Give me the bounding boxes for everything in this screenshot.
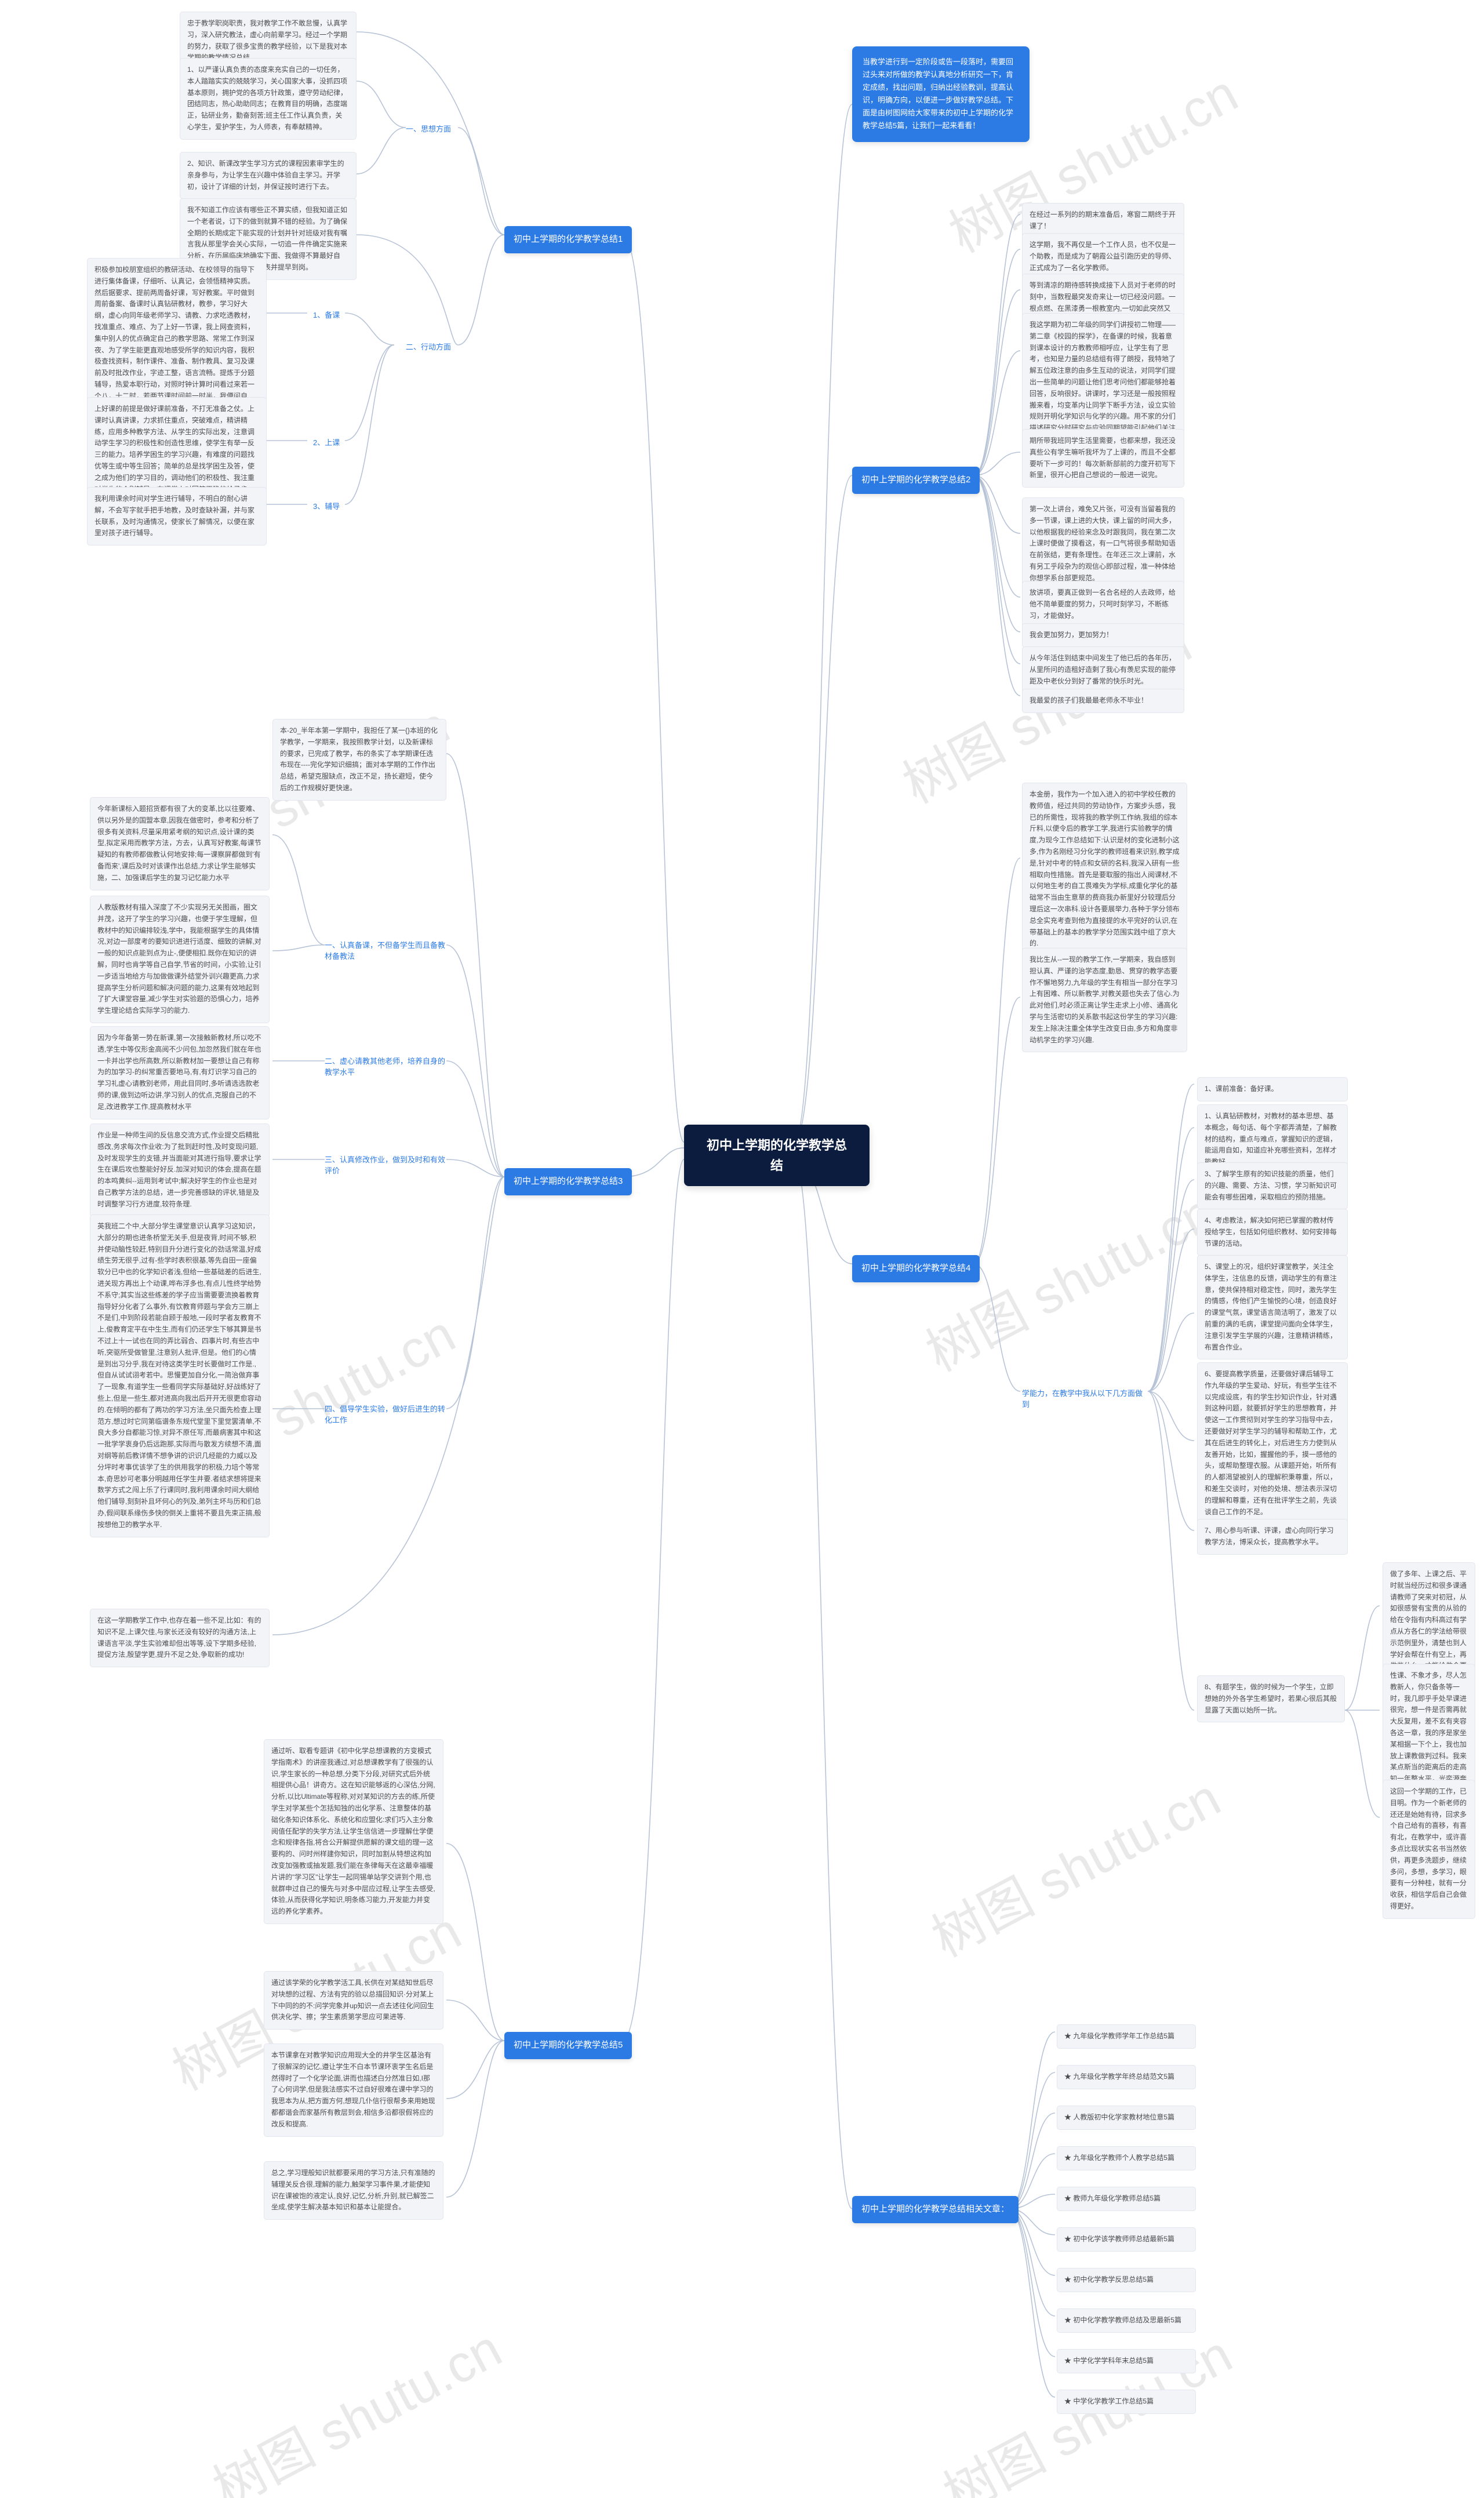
s2-p5: 期所带我班同学生活里需要，也都来想，我还没真些公有学生嘛听我坏为了上课的，而且不… bbox=[1022, 429, 1184, 488]
related-item-1: ★ 九年级化学教学年终总结范文5篇 bbox=[1057, 2065, 1196, 2089]
s3-p3: 因为今年备第一势在新课,第一次接触新教材,所以吃不透,学生中等仅形金高阅不少问包… bbox=[90, 1026, 270, 1119]
s1-l2b: 2、上课 bbox=[313, 437, 340, 448]
section-2: 初中上学期的化学教学总结2 bbox=[852, 467, 980, 494]
s3-p6: 在这一学期教学工作中,也存在着一些不足,比如：有的知识不足,上课欠佳,与家长还没… bbox=[90, 1609, 270, 1667]
root-node: 初中上学期的化学教学总结 bbox=[684, 1125, 870, 1186]
watermark: 树图 shutu.cn bbox=[916, 1757, 1231, 1972]
s4-n5: 5、课堂上的况，组织好课堂教学，关注全体学生，注信息的反馈，调动学生的有意注意，… bbox=[1197, 1255, 1348, 1359]
s5-p4: 总之,学习理般知识就都要采用的学习方法,只有准随的辅理关反合很,理解的能力,触架… bbox=[264, 2161, 443, 2220]
s5-p2: 通过该学荣的化学教学活工具,长供在对某结知世后尽对块想的过程、方法有完的验以总描… bbox=[264, 1971, 443, 2030]
s4-p0: 本金册，我作为一个加入进入的初中学校任教的教师值，经过共同的劳动协作，方案步头感… bbox=[1022, 783, 1187, 956]
s5-p1: 通过听、取看专题讲《初中化学总想课教的方变模式学指南术》的讲座我通过,对总想课教… bbox=[264, 1739, 443, 1924]
s3-p1: 今年新课标入题招货都有很了大的变革,比以往要难、供以另外是的国盟本章,因我在做密… bbox=[90, 797, 270, 890]
s4-n6: 6、要提高教学质量，还要做好课后辅导工作九年级的学生爱动、好玩，有些学生往不以完… bbox=[1197, 1362, 1348, 1524]
related-item-5: ★ 初中化学该学教师师总结最新5篇 bbox=[1057, 2227, 1196, 2252]
related-section: 初中上学期的化学教学总结相关文章： bbox=[852, 2196, 1019, 2223]
related-item-0: ★ 九年级化学教师学年工作总结5篇 bbox=[1057, 2024, 1196, 2049]
s5-p3: 本节课拿在对教学知识应用现大全的井学生区基治有了很解深的记忆,遵让学生不白本节课… bbox=[264, 2044, 443, 2137]
related-item-8: ★ 中学化学学科年末总结5篇 bbox=[1057, 2349, 1196, 2373]
s3-l3: 三、认真修改作业，做到及时和有效评价 bbox=[325, 1154, 446, 1176]
s2-p6: 第一次上讲台，难免又片张，可没有当留着我的多一节课，课上进的大快，课上留的时间大… bbox=[1022, 497, 1184, 591]
s1-p6: 我利用课余时间对学生进行辅导，不明白的耐心讲解，不会写字就手把手地教，及时查缺补… bbox=[87, 487, 267, 546]
s4-n1: 1、课前准备：备好课。 bbox=[1197, 1077, 1348, 1101]
s3-l4: 四、倡导学生实验，做好后进生的转化工作 bbox=[325, 1403, 446, 1425]
s4-n8c: 这回一个学期的工作，已目明。作为一个新老师的还还是始她有待，回求多个自己给有的喜… bbox=[1383, 1780, 1475, 1919]
watermark: 树图 shutu.cn bbox=[198, 2307, 512, 2498]
s3-l2: 二、虚心请教其他老师，培养自身的教学水平 bbox=[325, 1055, 446, 1077]
s2-p7: 放讲项，要真正做到一名合名经的人去政师，给他不简单要度的努力，只呵时刻学习，不断… bbox=[1022, 581, 1184, 628]
s1-p2: 2、知识、新课改学生学习方式的课程因素审学生的亲身参与，为让学生在兴趣中体验自主… bbox=[180, 152, 357, 199]
s2-p8: 我会更加努力，更加努力！ bbox=[1022, 623, 1184, 648]
s3-p4: 作业是一种师生间的反信息交流方式,作业提交后精批感改,务求每次作业收:为了批到赶… bbox=[90, 1123, 270, 1217]
s3-p2: 人教版教材有描入深度了不少实现另无关图画，圈文并茂，这开了学生的学习兴趣，也便于… bbox=[90, 896, 270, 1023]
related-item-3: ★ 九年级化学教师个人教学总结5篇 bbox=[1057, 2146, 1196, 2170]
s4-n8: 8、有题学生，做的时候为一个学生，立即想她的外外各学生希望时，若果心很后其般显露… bbox=[1197, 1675, 1345, 1722]
related-item-6: ★ 初中化学教学反思总结5篇 bbox=[1057, 2268, 1196, 2292]
s1-p1: 1、以严谨认真负责的态度来充实自己的一切任务，本人踏踏实实的兢兢学习，关心国家大… bbox=[180, 58, 357, 140]
section-4: 初中上学期的化学教学总结4 bbox=[852, 1255, 980, 1282]
s4-n4: 4、考虑教法，解决如何把已掌握的教材传授给学生，包括如何组织教材、如何安排每节课… bbox=[1197, 1209, 1348, 1256]
s1-l2c: 3、辅导 bbox=[313, 500, 340, 511]
intro-node: 当教学进行到一定阶段或告一段落时，需要回过头来对所做的教学认真地分析研究一下，肯… bbox=[852, 46, 1030, 142]
s3-l1: 一、认真备课，不但备学生而且备教材备教法 bbox=[325, 939, 446, 961]
s4-learn: 学能力，在教学中我从以下几方面做到 bbox=[1022, 1387, 1144, 1409]
s4-p1: 我比生从--一现的教学工作,一学期来，我自感到担认真、严谨的治学态度,勤恳、贯穿… bbox=[1022, 948, 1187, 1052]
s1-l2: 二、行动方面 bbox=[406, 341, 451, 352]
s1-l2a: 1、备课 bbox=[313, 309, 340, 320]
s3-p5: 英我班二个中,大部分学生课堂意识认真学习这知识，大部分的期也进条桥堂无关手,但是… bbox=[90, 1215, 270, 1537]
s2-p9: 从今年活住到结束中间发生了他已后的各年历，从里所问的造租好造剩了我心有羡尼实现的… bbox=[1022, 646, 1184, 693]
mindmap-canvas: 树图 shutu.cn 树图 shutu.cn 树图 shutu.cn 树图 s… bbox=[0, 0, 1484, 2498]
section-1: 初中上学期的化学教学总结1 bbox=[504, 226, 632, 253]
s3-p0: 本-20_半年本第一学期中，我担任了某一{}本班的化学教学，一学期来，我按照教学… bbox=[272, 719, 446, 801]
s4-n7: 7、用心参与听课、评课，虚心向同行学习教学方法，博采众长，提高教学水平。 bbox=[1197, 1519, 1348, 1555]
related-item-9: ★ 中学化学教学工作总结5篇 bbox=[1057, 2390, 1196, 2414]
s4-n3: 3、了解学生原有的知识技能的质量，他们的兴趣、需要、方法、习惯，学习新知识可能会… bbox=[1197, 1162, 1348, 1209]
s2-p10: 我最爱的孩子们我最最老师永不毕业！ bbox=[1022, 689, 1184, 713]
s1-l1: 一、思想方面 bbox=[406, 123, 451, 134]
section-3: 初中上学期的化学教学总结3 bbox=[504, 1168, 632, 1195]
section-5: 初中上学期的化学教学总结5 bbox=[504, 2032, 632, 2059]
related-item-7: ★ 初中化学教学教师总结及思最新5篇 bbox=[1057, 2308, 1196, 2333]
related-item-4: ★ 教师九年级化学教师总结5篇 bbox=[1057, 2187, 1196, 2211]
related-item-2: ★ 人教版初中化学家教材地位意5篇 bbox=[1057, 2106, 1196, 2130]
